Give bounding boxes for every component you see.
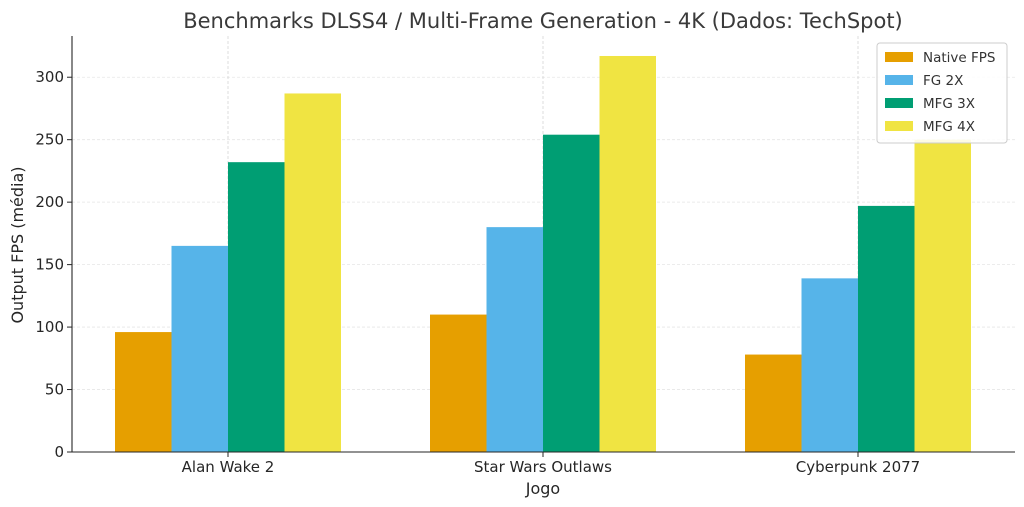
legend-swatch: [885, 98, 913, 108]
bar: [858, 205, 915, 452]
bar: [430, 314, 487, 452]
bar: [115, 332, 172, 452]
bar: [914, 139, 971, 452]
legend-label: MFG 4X: [923, 119, 975, 135]
bar: [171, 245, 228, 452]
x-tick-label: Star Wars Outlaws: [474, 458, 612, 476]
bar: [745, 354, 802, 452]
y-tick-label: 50: [45, 381, 64, 399]
bar: [801, 278, 858, 452]
chart-title: Benchmarks DLSS4 / Multi-Frame Generatio…: [183, 9, 903, 33]
legend-swatch: [885, 121, 913, 131]
legend-label: FG 2X: [923, 73, 963, 89]
axes: 0 50 100 150 200 250 300 Alan Wake 2 Star Wars O…: [35, 36, 1015, 476]
bar: [543, 134, 600, 453]
legend-label: MFG 3X: [923, 96, 975, 112]
x-axis-label: Jogo: [525, 479, 560, 498]
bar: [284, 93, 341, 453]
legend-swatch: [885, 75, 913, 85]
bar: [599, 55, 656, 453]
y-tick-label: 300: [35, 68, 64, 86]
legend-frame: [876, 42, 1008, 144]
legend-label: Native FPS: [923, 50, 995, 66]
x-tick-label: Cyberpunk 2077: [796, 458, 920, 476]
y-tick-label: 200: [35, 193, 64, 211]
x-tick-label: Alan Wake 2: [182, 458, 275, 476]
y-tick-label: 100: [35, 318, 64, 336]
bar: [228, 162, 285, 452]
y-tick-label: 250: [35, 131, 64, 149]
legend: Native FPS FG 2X MFG 3X MFG 4X: [876, 42, 1008, 144]
legend-swatch: [885, 52, 913, 62]
bar: [486, 227, 543, 452]
y-tick-label: 150: [35, 256, 64, 274]
y-tick-label: 0: [54, 443, 64, 461]
bars: [115, 55, 971, 453]
y-axis-label: Output FPS (média): [8, 166, 27, 323]
